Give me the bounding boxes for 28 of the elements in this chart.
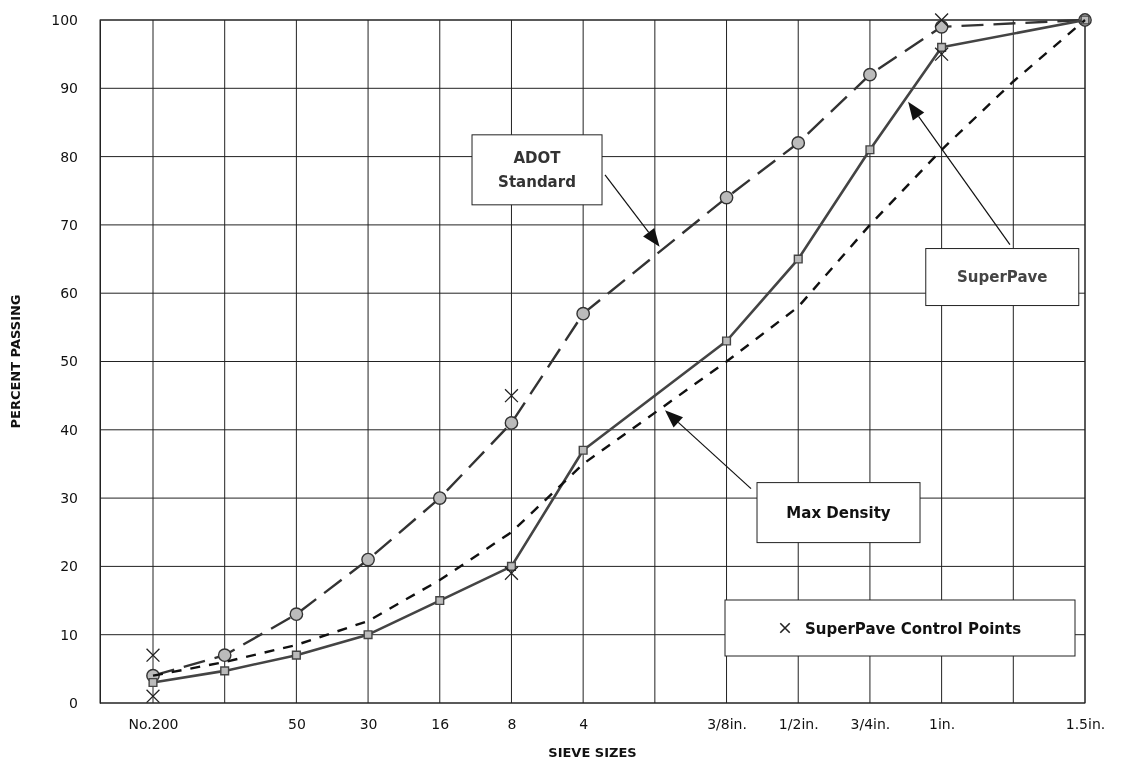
legend-label: SuperPave Control Points [805,620,1022,638]
text: ADOT Standard [498,148,576,191]
y-tick-label: 10 [60,626,78,643]
x-tick-label: 8 [507,715,517,732]
y-tick-label: 60 [60,285,78,302]
y-tick-label: 20 [60,558,78,575]
x-axis-title: SIEVE SIZES [548,745,637,760]
x-tick-label: 4 [579,715,589,732]
x-tick-label: 16 [431,715,450,732]
y-tick-label: 100 [51,11,78,28]
text: Max Density [786,503,891,522]
x-tick-label: 3/8in. [707,715,747,732]
x-tick-label: 1/2in. [778,715,819,732]
y-tick-label: 40 [60,421,78,438]
x-tick-label: 1.5in. [1065,715,1106,732]
x-tick-label: 30 [359,715,378,732]
x-tick-label: 3/4in. [850,715,891,732]
y-tick-label: 0 [69,694,78,711]
x-tick-label: 1in. [929,715,956,732]
text: SuperPave [957,268,1048,287]
y-tick-label: 70 [60,216,78,233]
y-tick-label: 50 [60,353,78,370]
x-tick-label: No.200 [128,715,179,732]
x-tick-label: 50 [287,715,306,732]
y-tick-label: 80 [60,148,78,165]
y-axis-title: PERCENT PASSING [8,294,23,429]
y-tick-label: 30 [60,490,78,507]
y-tick-label: 90 [60,80,78,97]
